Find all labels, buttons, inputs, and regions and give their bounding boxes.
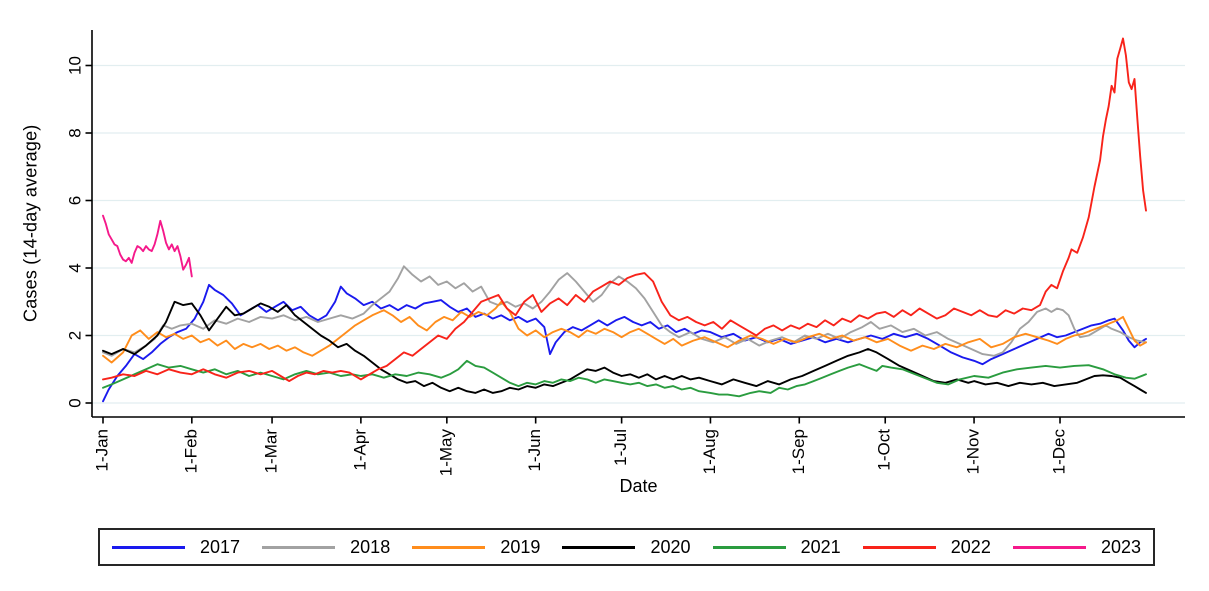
series-line-2020 bbox=[102, 300, 1147, 394]
y-tick-label: 10 bbox=[65, 56, 84, 75]
legend-item-2020: 2020 bbox=[562, 537, 691, 557]
x-tick-label: 1-May bbox=[436, 429, 455, 477]
legend-item-2018: 2018 bbox=[262, 538, 390, 556]
x-tick-label: 1-Jun bbox=[525, 429, 544, 472]
x-tick-label: 1-Dec bbox=[1049, 429, 1068, 475]
y-gridlines bbox=[92, 64, 1185, 404]
legend-line-swatch-2023 bbox=[1012, 545, 1086, 549]
legend-item-2021: 2021 bbox=[712, 537, 841, 557]
legend-label-2020: 2020 bbox=[650, 537, 691, 557]
legend-item-2017: 2017 bbox=[112, 538, 240, 556]
legend-label-2021: 2021 bbox=[800, 537, 841, 557]
x-tick-label: 1-Mar bbox=[262, 429, 281, 474]
legend-line-swatch-2019 bbox=[412, 545, 486, 549]
legend-label-2023: 2023 bbox=[1100, 537, 1141, 557]
y-tick-label: 0 bbox=[65, 398, 84, 407]
series-line-2022 bbox=[102, 37, 1147, 383]
x-tick-label: 1-Jul bbox=[611, 429, 630, 466]
x-tick-label: 1-Jan bbox=[92, 429, 111, 472]
legend-line-swatch-2022 bbox=[862, 545, 936, 549]
legend: 2017 2018 2019 2020 2021 2022 2023 bbox=[98, 528, 1155, 566]
x-axis-title: Date bbox=[619, 476, 658, 496]
legend-line-swatch-2018 bbox=[262, 545, 336, 549]
legend-label-2022: 2022 bbox=[950, 537, 991, 557]
legend-label-2018: 2018 bbox=[350, 537, 391, 557]
axes: 0 2 4 6 8 10 1-Jan 1-Feb 1-Mar 1-Apr 1-May 1-Jun 1-J… bbox=[65, 30, 1185, 476]
series-line-2021 bbox=[102, 359, 1147, 398]
y-axis-title: Cases (14-day average) bbox=[20, 124, 41, 323]
x-tick-label: 1-Aug bbox=[700, 429, 719, 474]
legend-label-2019: 2019 bbox=[500, 537, 541, 557]
series-line-2017 bbox=[102, 283, 1147, 403]
series-line-2023 bbox=[102, 214, 193, 278]
y-tick-label: 2 bbox=[65, 331, 84, 340]
legend-line-swatch-2020 bbox=[562, 545, 636, 549]
legend-line-swatch-2017 bbox=[112, 545, 185, 549]
legend-line-swatch-2021 bbox=[712, 545, 786, 549]
series-line-2019 bbox=[102, 300, 1147, 364]
x-tick-label: 1-Feb bbox=[181, 429, 200, 473]
y-tick-label: 6 bbox=[65, 196, 84, 205]
legend-item-2022: 2022 bbox=[862, 537, 991, 557]
x-tick-label: 1-Sep bbox=[789, 429, 808, 474]
legend-item-2019: 2019 bbox=[412, 538, 540, 556]
x-tick-label: 1-Oct bbox=[875, 429, 894, 471]
y-tick-label: 4 bbox=[65, 263, 84, 272]
y-tick-label: 8 bbox=[65, 128, 84, 137]
x-tick-label: 1-Apr bbox=[350, 429, 369, 471]
x-tick-label: 1-Nov bbox=[964, 429, 983, 475]
legend-label-2017: 2017 bbox=[200, 537, 241, 557]
series-line-2018 bbox=[102, 265, 1147, 357]
legend-item-2023: 2023 bbox=[1012, 537, 1141, 557]
